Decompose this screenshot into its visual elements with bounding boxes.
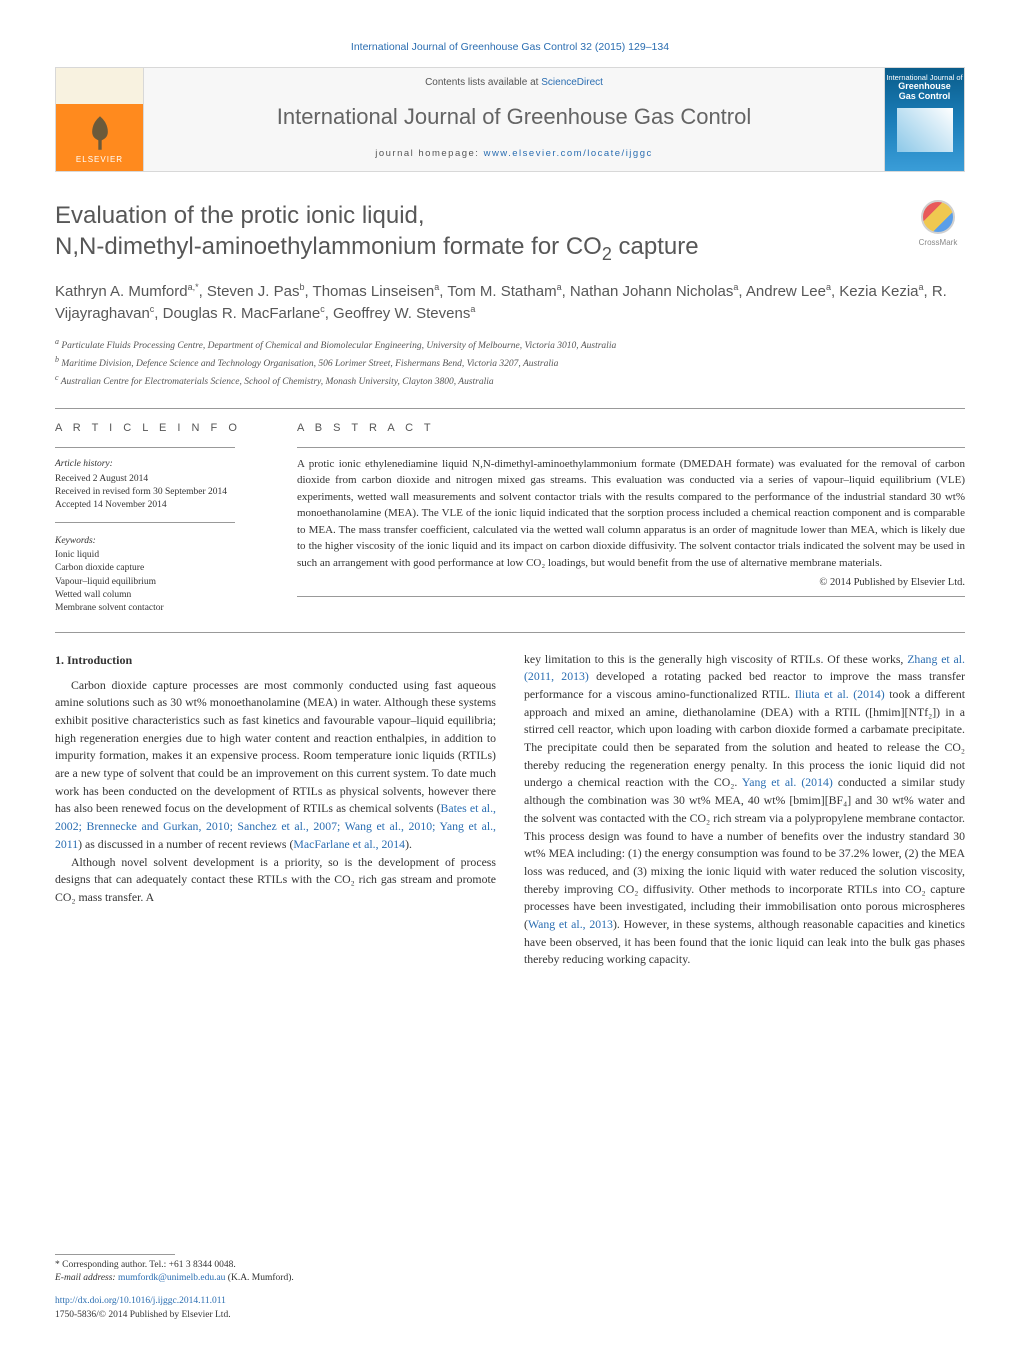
email-line: E-mail address: mumfordk@unimelb.edu.au … bbox=[55, 1272, 965, 1285]
keywords-label: Keywords: bbox=[55, 535, 255, 549]
info-rule bbox=[55, 447, 235, 448]
abstract-head: A B S T R A C T bbox=[297, 421, 965, 437]
separator bbox=[55, 408, 965, 409]
abstract-copyright: © 2014 Published by Elsevier Ltd. bbox=[297, 575, 965, 590]
journal-cover: International Journal of Greenhouse Gas … bbox=[884, 68, 964, 171]
history-received: Received 2 August 2014 bbox=[55, 473, 255, 486]
masthead: ELSEVIER Contents lists available at Sci… bbox=[55, 67, 965, 172]
citation-link[interactable]: Wang et al., 2013 bbox=[528, 917, 613, 931]
issn-line: 1750-5836/© 2014 Published by Elsevier L… bbox=[55, 1309, 965, 1323]
column-right: key limitation to this is the generally … bbox=[524, 651, 965, 969]
homepage-line: journal homepage: www.elsevier.com/locat… bbox=[144, 147, 884, 161]
keyword: Vapour–liquid equilibrium bbox=[55, 576, 255, 589]
title-line1: Evaluation of the protic ionic liquid, bbox=[55, 202, 425, 229]
title-line2: N,N-dimethyl-aminoethylammonium formate … bbox=[55, 233, 602, 260]
section-1-head: 1. Introduction bbox=[55, 651, 496, 669]
elsevier-tree-icon bbox=[83, 114, 117, 152]
body-columns: 1. Introduction Carbon dioxide capture p… bbox=[55, 651, 965, 969]
publisher-logo: ELSEVIER bbox=[56, 68, 144, 171]
email-link[interactable]: mumfordk@unimelb.edu.au bbox=[118, 1273, 225, 1283]
affiliation-a: a Particulate Fluids Processing Centre, … bbox=[55, 336, 965, 353]
authors: Kathryn A. Mumforda,*, Steven J. Pasb, T… bbox=[55, 281, 965, 326]
cover-text-3: Gas Control bbox=[899, 92, 951, 102]
footnote-rule bbox=[55, 1254, 175, 1255]
affiliation-c: c Australian Centre for Electromaterials… bbox=[55, 372, 965, 389]
contents-line: Contents lists available at ScienceDirec… bbox=[144, 76, 884, 91]
sciencedirect-link[interactable]: ScienceDirect bbox=[541, 77, 603, 88]
history-label: Article history: bbox=[55, 458, 255, 472]
footer: * Corresponding author. Tel.: +61 3 8344… bbox=[55, 1254, 965, 1323]
separator-2 bbox=[55, 632, 965, 633]
crossmark-label: CrossMark bbox=[919, 238, 958, 247]
affiliation-b: b Maritime Division, Defence Science and… bbox=[55, 354, 965, 371]
crossmark-icon bbox=[921, 200, 955, 234]
citation-link[interactable]: MacFarlane et al., 2014 bbox=[293, 837, 405, 851]
abstract-rule bbox=[297, 447, 965, 448]
contents-prefix: Contents lists available at bbox=[425, 77, 541, 88]
journal-title: International Journal of Greenhouse Gas … bbox=[144, 101, 884, 133]
crossmark-badge[interactable]: CrossMark bbox=[911, 200, 965, 249]
intro-para-1: Carbon dioxide capture processes are mos… bbox=[55, 677, 496, 854]
citation-link[interactable]: Iliuta et al. (2014) bbox=[795, 687, 885, 701]
title-sub: 2 bbox=[602, 244, 612, 264]
article-title: Evaluation of the protic ionic liquid, N… bbox=[55, 200, 911, 266]
info-rule-2 bbox=[55, 522, 235, 523]
homepage-url[interactable]: www.elsevier.com/locate/ijggc bbox=[484, 148, 653, 159]
intro-para-2-cont: key limitation to this is the generally … bbox=[524, 651, 965, 969]
abstract-block: A B S T R A C T A protic ionic ethylened… bbox=[297, 421, 965, 616]
keyword: Membrane solvent contactor bbox=[55, 602, 255, 615]
keyword: Ionic liquid bbox=[55, 549, 255, 562]
publisher-name: ELSEVIER bbox=[76, 154, 123, 166]
doi-link[interactable]: http://dx.doi.org/10.1016/j.ijggc.2014.1… bbox=[55, 1295, 965, 1309]
homepage-prefix: journal homepage: bbox=[375, 148, 483, 159]
article-info-head: A R T I C L E I N F O bbox=[55, 421, 255, 437]
masthead-center: Contents lists available at ScienceDirec… bbox=[144, 68, 884, 171]
abstract-rule-2 bbox=[297, 596, 965, 597]
affiliations: a Particulate Fluids Processing Centre, … bbox=[55, 336, 965, 390]
title-tail: capture bbox=[612, 233, 699, 260]
intro-para-2: Although novel solvent development is a … bbox=[55, 854, 496, 907]
citation-link[interactable]: Yang et al. (2014) bbox=[742, 775, 833, 789]
cover-thumbnail bbox=[897, 108, 953, 152]
article-info: A R T I C L E I N F O Article history: R… bbox=[55, 421, 255, 616]
history-revised: Received in revised form 30 September 20… bbox=[55, 486, 255, 499]
column-left: 1. Introduction Carbon dioxide capture p… bbox=[55, 651, 496, 969]
corresponding-author: * Corresponding author. Tel.: +61 3 8344… bbox=[55, 1259, 965, 1272]
abstract-text: A protic ionic ethylenediamine liquid N,… bbox=[297, 456, 965, 572]
keyword: Carbon dioxide capture bbox=[55, 562, 255, 575]
keyword: Wetted wall column bbox=[55, 589, 255, 602]
header-citation: International Journal of Greenhouse Gas … bbox=[55, 40, 965, 55]
history-accepted: Accepted 14 November 2014 bbox=[55, 499, 255, 512]
